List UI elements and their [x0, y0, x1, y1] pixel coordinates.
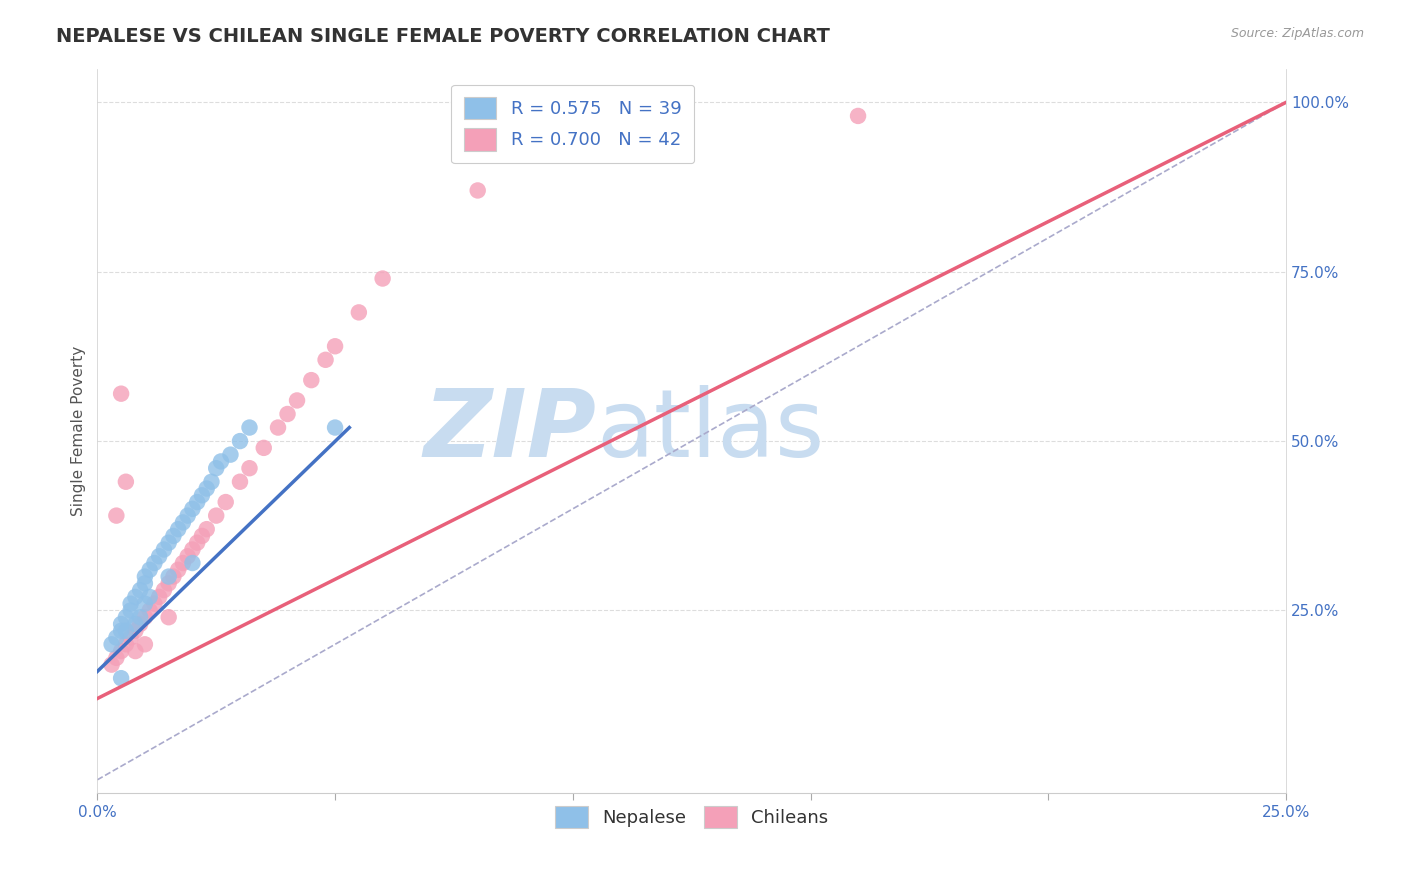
Point	[846, 109, 869, 123]
Point	[110, 617, 132, 632]
Point	[138, 603, 160, 617]
Point	[134, 610, 156, 624]
Point	[157, 610, 180, 624]
Point	[105, 631, 128, 645]
Text: atlas: atlas	[596, 385, 825, 477]
Point	[167, 563, 190, 577]
Point	[157, 535, 180, 549]
Point	[209, 454, 232, 468]
Text: Source: ZipAtlas.com: Source: ZipAtlas.com	[1230, 27, 1364, 40]
Point	[148, 549, 170, 564]
Point	[115, 637, 138, 651]
Point	[162, 569, 184, 583]
Point	[277, 407, 299, 421]
Point	[215, 495, 238, 509]
Point	[229, 434, 252, 449]
Point	[124, 617, 146, 632]
Point	[176, 549, 198, 564]
Point	[238, 420, 260, 434]
Point	[120, 631, 142, 645]
Point	[172, 516, 194, 530]
Point	[371, 271, 394, 285]
Point	[195, 522, 218, 536]
Point	[124, 644, 146, 658]
Point	[347, 305, 370, 319]
Point	[134, 569, 156, 583]
Point	[167, 522, 190, 536]
Point	[129, 617, 152, 632]
Point	[315, 352, 337, 367]
Point	[195, 482, 218, 496]
Y-axis label: Single Female Poverty: Single Female Poverty	[72, 346, 86, 516]
Point	[229, 475, 252, 489]
Point	[153, 583, 176, 598]
Point	[191, 488, 214, 502]
Point	[115, 475, 138, 489]
Point	[138, 563, 160, 577]
Point	[143, 556, 166, 570]
Point	[134, 597, 156, 611]
Point	[157, 576, 180, 591]
Point	[238, 461, 260, 475]
Point	[124, 590, 146, 604]
Point	[285, 393, 308, 408]
Point	[253, 441, 276, 455]
Point	[267, 420, 290, 434]
Point	[138, 590, 160, 604]
Text: ZIP: ZIP	[423, 385, 596, 477]
Point	[120, 603, 142, 617]
Point	[219, 448, 242, 462]
Point	[148, 590, 170, 604]
Legend: Nepalese, Chileans: Nepalese, Chileans	[548, 798, 835, 835]
Point	[143, 597, 166, 611]
Point	[467, 184, 489, 198]
Point	[176, 508, 198, 523]
Text: NEPALESE VS CHILEAN SINGLE FEMALE POVERTY CORRELATION CHART: NEPALESE VS CHILEAN SINGLE FEMALE POVERT…	[56, 27, 830, 45]
Point	[323, 339, 346, 353]
Point	[191, 529, 214, 543]
Point	[124, 624, 146, 638]
Point	[157, 569, 180, 583]
Point	[134, 576, 156, 591]
Point	[129, 610, 152, 624]
Point	[172, 556, 194, 570]
Point	[181, 501, 204, 516]
Point	[105, 508, 128, 523]
Point	[115, 624, 138, 638]
Point	[181, 542, 204, 557]
Point	[186, 495, 208, 509]
Point	[110, 644, 132, 658]
Point	[100, 657, 122, 672]
Point	[323, 420, 346, 434]
Point	[105, 651, 128, 665]
Point	[181, 556, 204, 570]
Point	[110, 671, 132, 685]
Point	[186, 535, 208, 549]
Point	[110, 624, 132, 638]
Point	[205, 461, 228, 475]
Point	[205, 508, 228, 523]
Point	[129, 583, 152, 598]
Point	[162, 529, 184, 543]
Point	[115, 610, 138, 624]
Point	[110, 386, 132, 401]
Point	[200, 475, 222, 489]
Point	[120, 597, 142, 611]
Point	[299, 373, 322, 387]
Point	[134, 637, 156, 651]
Point	[100, 637, 122, 651]
Point	[153, 542, 176, 557]
